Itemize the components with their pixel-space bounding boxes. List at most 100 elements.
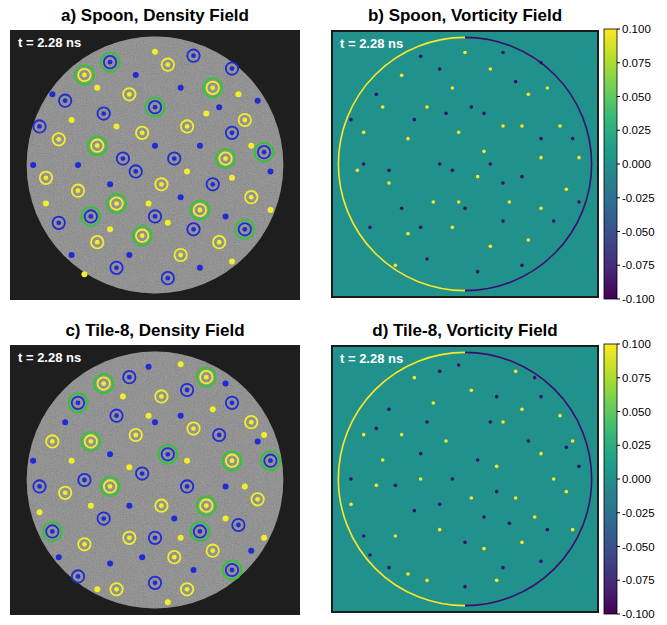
vortex-dot	[495, 395, 499, 399]
pair-halo	[75, 66, 94, 85]
pair-halo	[146, 98, 165, 117]
colorbar-tick	[617, 299, 620, 300]
vortex-dot	[165, 599, 171, 605]
vortex-dot	[470, 105, 474, 109]
colorbar-tick	[617, 344, 620, 345]
vortex-ring	[53, 217, 65, 229]
vortex-dot	[375, 93, 379, 97]
vortex-core	[153, 580, 158, 585]
colorbar-tick	[617, 512, 620, 513]
vortex-core	[210, 182, 215, 187]
vortex-dot	[375, 484, 379, 488]
vortex-dot	[261, 432, 267, 438]
vortex-ring	[59, 95, 71, 107]
vortex-ring	[174, 249, 186, 261]
vortex-dot	[425, 420, 429, 424]
vortex-dot	[514, 370, 518, 374]
vortex-dot	[126, 503, 132, 509]
vortex-dot	[539, 156, 543, 160]
vortex-ring	[239, 114, 251, 126]
vortex-core	[185, 388, 190, 393]
series	[37, 361, 268, 605]
vortex-core	[172, 555, 177, 560]
colorbar-tick	[617, 197, 620, 198]
vortex-dot	[126, 252, 132, 258]
colorbar-tick	[617, 164, 620, 165]
vortex-dot	[457, 200, 461, 204]
vortex-ring	[226, 62, 238, 74]
vortex-dot	[565, 446, 569, 450]
colorbar-tick-label: 0.000	[622, 158, 651, 170]
vortex-dot	[223, 213, 229, 219]
vortex-core	[165, 62, 170, 67]
vortex-ring	[110, 583, 122, 595]
panel-title: c) Tile-8, Density Field	[65, 321, 244, 340]
vortex-dot	[406, 137, 410, 141]
vortex-dot	[571, 137, 575, 141]
vortex-dot	[482, 547, 486, 551]
pair-halo	[197, 368, 216, 387]
panel-title: d) Tile-8, Vorticity Field	[372, 321, 557, 340]
vortex-ring	[130, 429, 142, 441]
vortex-core	[37, 484, 42, 489]
colorbar-tick	[617, 546, 620, 547]
vortex-dot	[438, 503, 442, 507]
vortex-dot	[470, 496, 474, 500]
vortex-ring	[136, 127, 148, 139]
colorbar-tick-label: 0.000	[622, 473, 651, 485]
vortex-ring	[245, 191, 257, 203]
vortex-core	[82, 73, 87, 78]
vortex-ring	[72, 570, 84, 582]
vortex-ring	[245, 416, 257, 428]
colorbar-tick-label: -0.075	[622, 259, 655, 271]
time-label: t = 2.28 ns	[340, 36, 403, 51]
vortex-ring	[155, 500, 167, 512]
vortex-dot	[210, 406, 216, 412]
vortex-core	[159, 182, 164, 187]
vortex-ring	[40, 172, 52, 184]
vortex-dot	[400, 74, 404, 78]
vortex-dot	[546, 86, 550, 90]
vortex-ring	[207, 545, 219, 557]
vortex-ring	[213, 429, 225, 441]
vortex-core	[217, 433, 222, 438]
vortex-ring	[91, 140, 103, 152]
pair-halo	[222, 561, 241, 580]
vortex-dot	[489, 162, 493, 166]
vortex-ring	[33, 120, 45, 132]
vortex-ring	[232, 519, 244, 531]
series	[40, 59, 258, 262]
series	[33, 50, 270, 285]
colorbar-tick	[617, 62, 620, 63]
vortex-dot	[255, 98, 261, 104]
vortex-core	[114, 265, 119, 270]
vortex-core	[108, 60, 113, 65]
vortex-core	[56, 137, 61, 142]
pair-halo	[69, 393, 88, 412]
frame	[10, 30, 300, 300]
vortex-core	[114, 201, 119, 206]
pair-halo	[101, 53, 120, 72]
panel: a) Spoon, Density Fieldt = 2.28 ns	[10, 6, 300, 300]
vortex-dot	[120, 393, 126, 399]
vortex-dot	[425, 257, 429, 261]
vortex-dot	[539, 61, 543, 65]
vortex-core	[165, 452, 170, 457]
vortex-dot	[114, 123, 120, 129]
vortex-dot	[165, 220, 171, 226]
vortex-ring	[59, 487, 71, 499]
marks	[30, 361, 280, 605]
vortex-core	[76, 400, 81, 405]
series	[349, 370, 574, 583]
vortex-core	[133, 433, 138, 438]
vortex-dot	[107, 561, 113, 567]
vortex-dot	[152, 419, 158, 425]
vortex-dot	[489, 67, 493, 71]
vortex-dot	[539, 137, 543, 141]
series	[356, 51, 581, 267]
vortex-dot	[495, 579, 499, 583]
vortex-dot	[451, 477, 455, 481]
pair-halo	[158, 445, 177, 464]
vortex-core	[82, 542, 87, 547]
vortex-core	[37, 124, 42, 129]
